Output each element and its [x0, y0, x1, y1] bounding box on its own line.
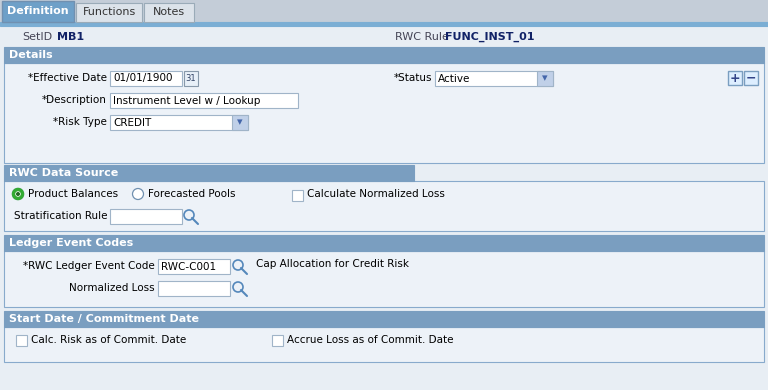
Text: FUNC_INST_01: FUNC_INST_01: [445, 32, 535, 42]
Circle shape: [133, 188, 144, 200]
Text: +: +: [730, 71, 740, 85]
Bar: [4, 251, 764, 307]
Text: Ledger Event Codes: Ledger Event Codes: [9, 238, 134, 248]
Bar: [2, 1, 74, 22]
Text: Functions: Functions: [82, 7, 136, 17]
Bar: [537, 71, 553, 86]
Text: *Risk Type: *Risk Type: [53, 117, 107, 127]
Text: Calculate Normalized Loss: Calculate Normalized Loss: [307, 189, 445, 199]
Text: RWC Rule: RWC Rule: [395, 32, 449, 42]
Text: Instrument Level w / Lookup: Instrument Level w / Lookup: [113, 96, 260, 106]
Bar: [435, 71, 553, 86]
Bar: [4, 63, 764, 163]
Bar: [0, 0, 768, 22]
Circle shape: [12, 188, 24, 200]
Bar: [76, 3, 142, 22]
Text: MB1: MB1: [57, 32, 84, 42]
Circle shape: [16, 192, 20, 196]
Bar: [4, 235, 764, 251]
Text: RWC-C001: RWC-C001: [161, 262, 216, 271]
Text: Product Balances: Product Balances: [28, 189, 118, 199]
Bar: [184, 71, 198, 86]
Text: 01/01/1900: 01/01/1900: [113, 73, 173, 83]
Text: Normalized Loss: Normalized Loss: [69, 283, 155, 293]
Text: Details: Details: [9, 50, 53, 60]
Bar: [144, 3, 194, 22]
Text: Start Date / Commitment Date: Start Date / Commitment Date: [9, 314, 199, 324]
Bar: [232, 115, 248, 130]
Text: Active: Active: [438, 73, 470, 83]
Text: −: −: [746, 71, 756, 85]
Text: Cap Allocation for Credit Risk: Cap Allocation for Credit Risk: [256, 259, 409, 269]
Text: Forecasted Pools: Forecasted Pools: [148, 189, 236, 199]
Bar: [16, 335, 27, 346]
Bar: [158, 259, 230, 274]
Bar: [272, 335, 283, 346]
Text: *RWC Ledger Event Code: *RWC Ledger Event Code: [23, 261, 155, 271]
Text: Definition: Definition: [7, 7, 69, 16]
Bar: [110, 209, 182, 224]
Text: Accrue Loss as of Commit. Date: Accrue Loss as of Commit. Date: [287, 335, 453, 345]
Text: *Description: *Description: [42, 95, 107, 105]
Bar: [110, 115, 248, 130]
Text: Calc. Risk as of Commit. Date: Calc. Risk as of Commit. Date: [31, 335, 187, 345]
Bar: [4, 165, 414, 181]
Bar: [4, 311, 764, 327]
Text: ▾: ▾: [542, 73, 548, 83]
Text: CREDIT: CREDIT: [113, 117, 151, 128]
Bar: [4, 181, 764, 231]
Text: Notes: Notes: [153, 7, 185, 17]
Text: *Effective Date: *Effective Date: [28, 73, 107, 83]
Text: ▾: ▾: [237, 117, 243, 128]
Bar: [292, 190, 303, 201]
Bar: [4, 327, 764, 362]
Text: *Status: *Status: [393, 73, 432, 83]
Bar: [110, 93, 298, 108]
Bar: [158, 281, 230, 296]
Text: RWC Data Source: RWC Data Source: [9, 168, 118, 178]
Bar: [0, 22, 768, 26]
Bar: [744, 71, 758, 85]
Text: Stratification Rule: Stratification Rule: [14, 211, 107, 221]
Text: 31: 31: [186, 74, 197, 83]
Text: SetID: SetID: [22, 32, 52, 42]
Bar: [4, 47, 764, 63]
Circle shape: [14, 190, 22, 199]
Bar: [110, 71, 182, 86]
Bar: [728, 71, 742, 85]
